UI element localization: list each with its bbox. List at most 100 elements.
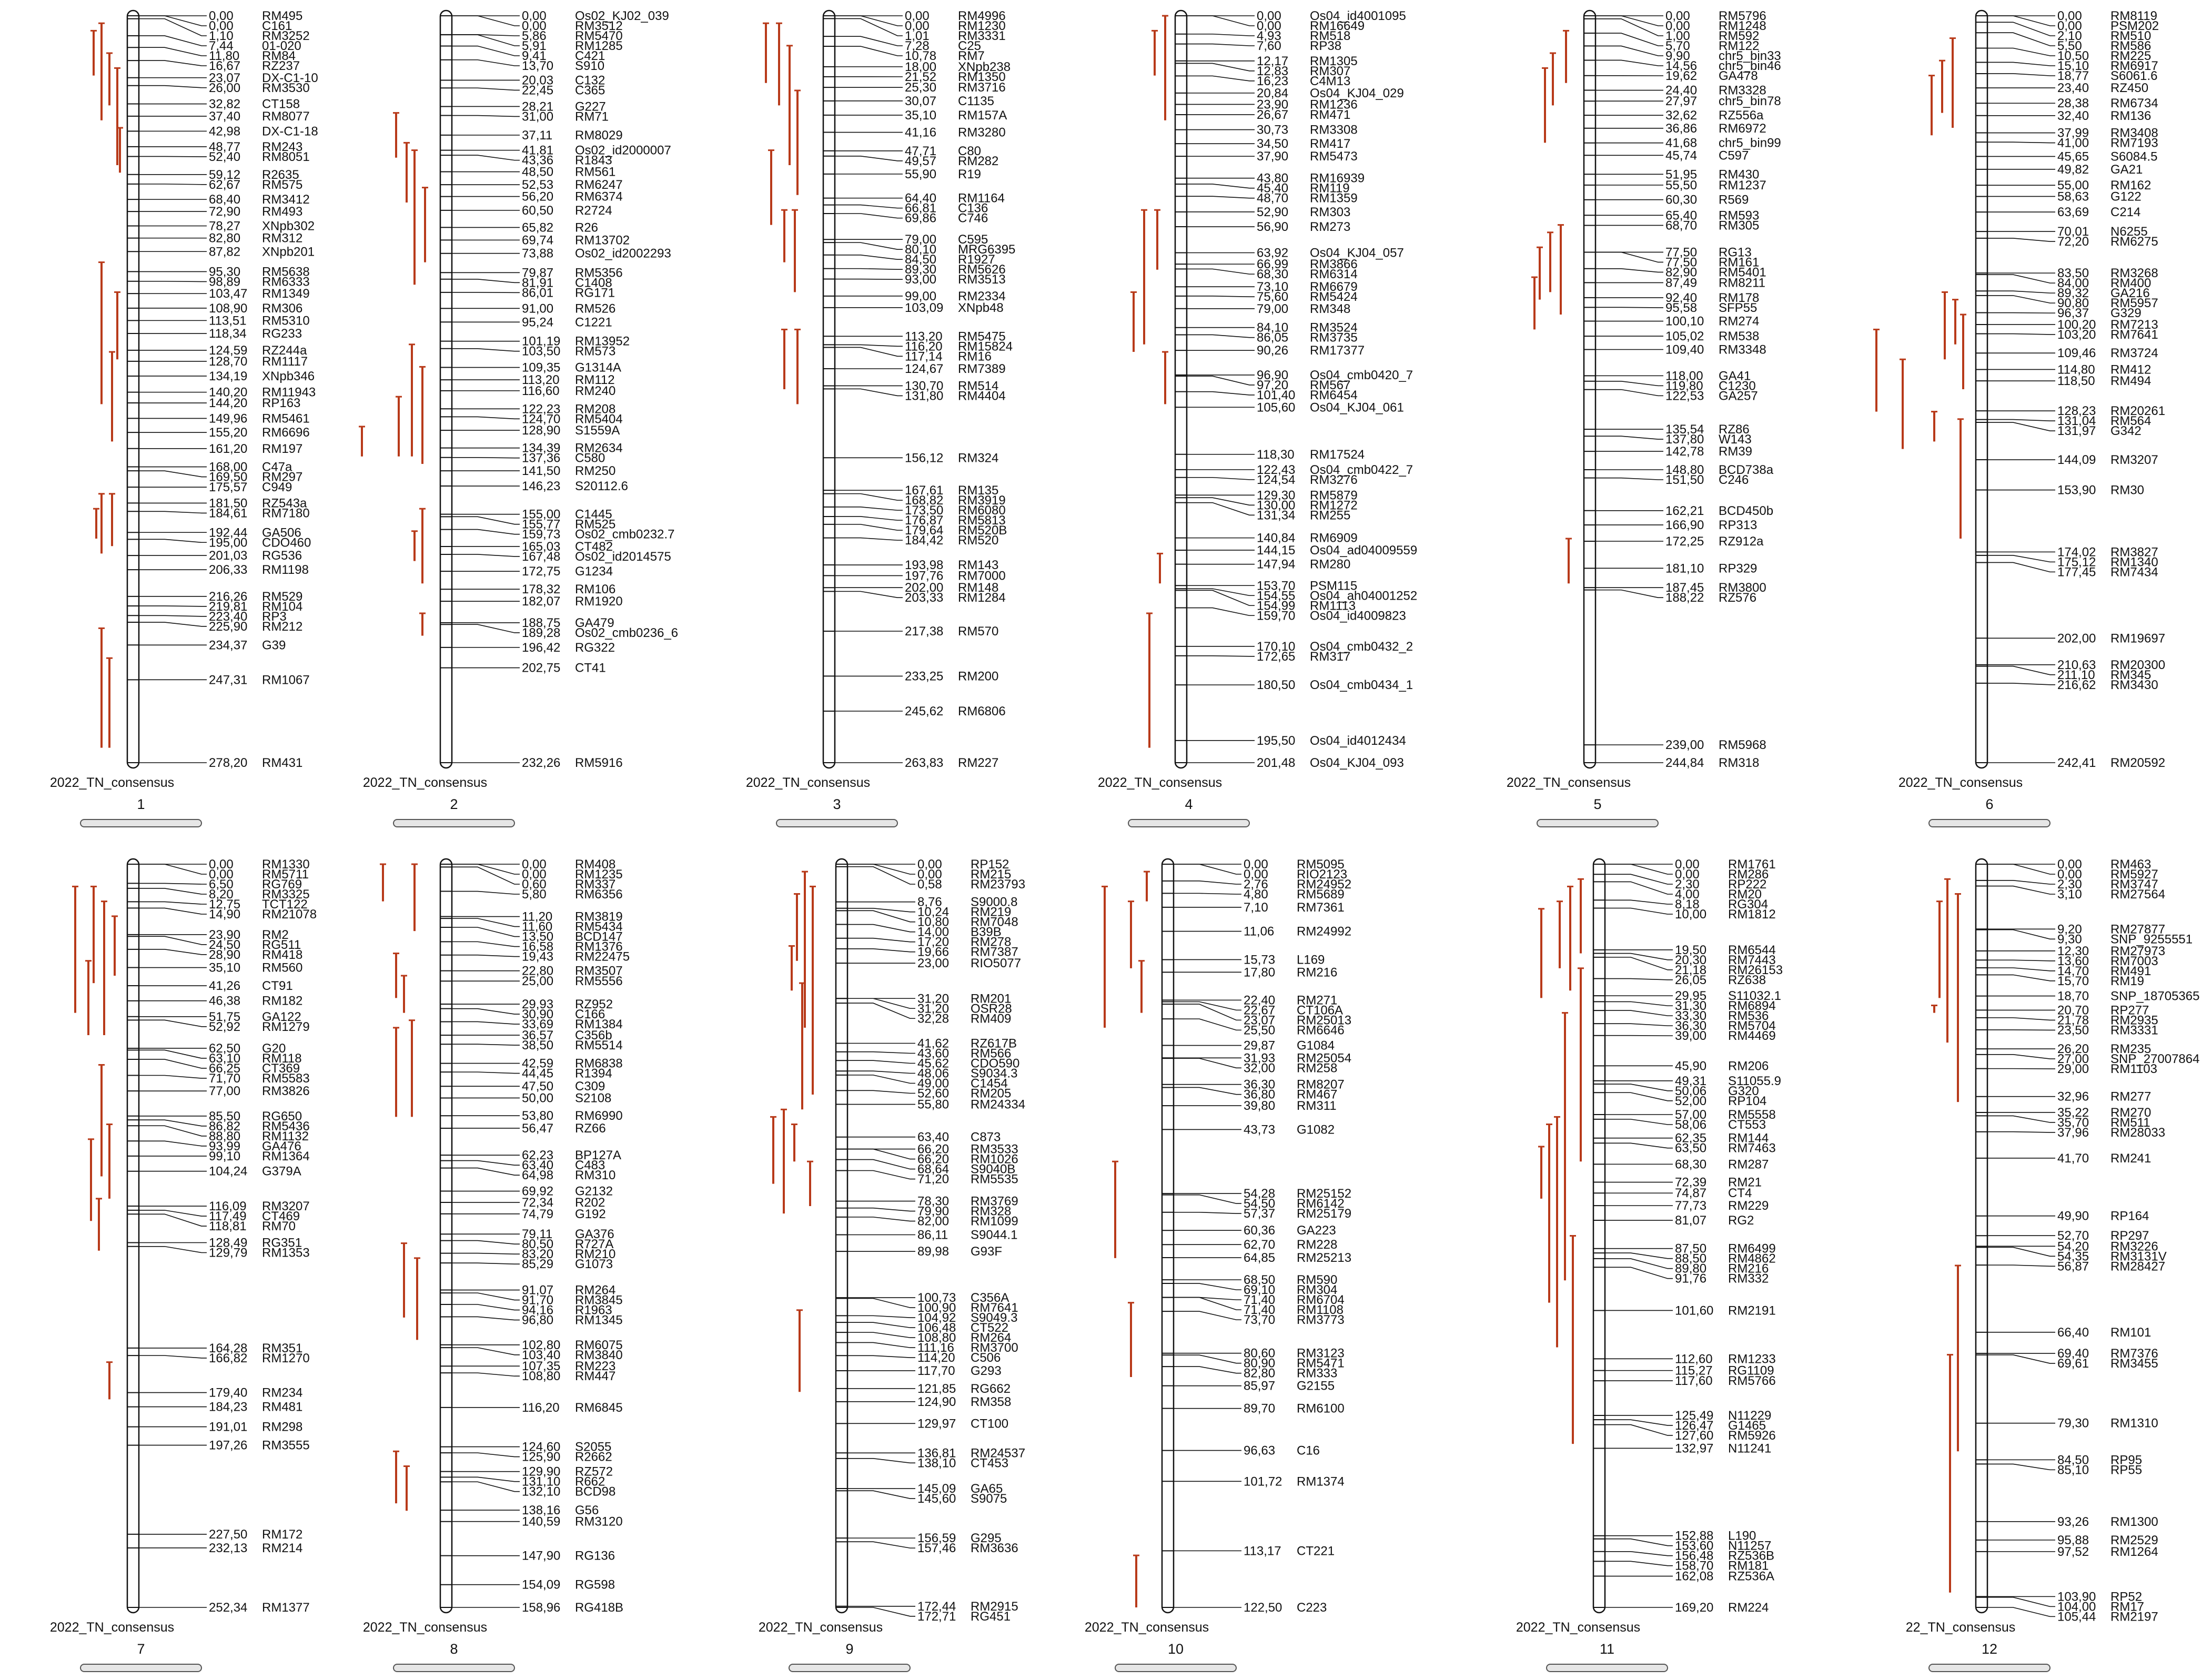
marker-position: 45,74	[1665, 148, 1697, 163]
marker-name: RM5704	[1728, 1019, 1776, 1033]
marker-name: RM28033	[2110, 1126, 2165, 1140]
marker-name: RM536	[1728, 1009, 1769, 1023]
marker-name: RM21	[1728, 1176, 1762, 1190]
marker-connector	[1987, 1354, 2055, 1364]
marker-position: 278,20	[209, 756, 247, 770]
marker-position: 103,09	[905, 301, 943, 315]
marker-name: OSR28	[971, 1001, 1012, 1016]
marker-position: 52,60	[917, 1087, 949, 1101]
marker-position: 35,10	[209, 961, 240, 975]
marker-position: 131,80	[905, 389, 943, 403]
marker-connector	[1605, 1084, 1673, 1091]
marker-name: RM573	[575, 345, 615, 359]
marker-position: 0,00	[522, 857, 547, 872]
marker-position: 181,10	[1665, 561, 1704, 575]
marker-name: RM328	[971, 1205, 1011, 1219]
marker-name: RM264	[575, 1283, 615, 1298]
marker-position: 71,70	[209, 1071, 240, 1086]
marker-position: 56,90	[1257, 220, 1288, 234]
marker-position: 108,90	[209, 301, 247, 316]
marker-connector	[1987, 683, 2055, 685]
marker-connector	[1187, 296, 1255, 297]
marker-connector	[139, 1140, 207, 1147]
marker-name: S9000.8	[971, 895, 1017, 909]
marker-position: 73,88	[522, 247, 553, 261]
marker-name: G122	[2110, 189, 2142, 204]
marker-position: 142,78	[1665, 444, 1704, 459]
marker-name: RM216	[1728, 1262, 1769, 1276]
marker-position: 202,00	[905, 581, 943, 595]
marker-position: 73,10	[1257, 280, 1288, 294]
marker-position: 17,20	[917, 935, 949, 949]
marker-position: 14,00	[917, 925, 949, 939]
marker-position: 202,75	[522, 661, 560, 675]
marker-name: C1221	[575, 315, 612, 329]
marker-name: RM6679	[1310, 280, 1358, 294]
marker-position: 77,50	[1665, 255, 1697, 269]
marker-name: RM6142	[1297, 1197, 1345, 1211]
marker-name: Os04_id4012434	[1310, 734, 1406, 748]
marker-connector	[452, 1476, 520, 1482]
marker-name: Os04_cmb0420_7	[1310, 368, 1413, 382]
marker-name: RM3769	[971, 1195, 1018, 1209]
marker-name: G1234	[575, 564, 613, 579]
marker-name: RM1300	[2110, 1515, 2158, 1529]
marker-name: RM3555	[262, 1439, 310, 1453]
marker-name: RM13702	[575, 233, 630, 247]
marker-connector	[139, 60, 207, 66]
marker-position: 80,90	[1244, 1357, 1275, 1371]
marker-position: 80,10	[905, 242, 936, 257]
marker-position: 145,09	[917, 1482, 956, 1496]
marker-name: RM6333	[262, 275, 310, 289]
marker-position: 87,49	[1665, 276, 1697, 290]
marker-name: RM3325	[262, 887, 310, 902]
marker-connector	[1605, 1010, 1673, 1016]
marker-position: 48,50	[522, 165, 553, 179]
marker-position: 28,21	[522, 99, 553, 114]
marker-name: RP277	[2110, 1003, 2149, 1017]
marker-name: SNP_9255551	[2110, 932, 2193, 946]
marker-connector	[847, 1332, 915, 1338]
marker-name: RM26153	[1728, 963, 1783, 977]
marker-connector	[1174, 1366, 1241, 1374]
marker-connector	[139, 936, 207, 945]
marker-name: RM19697	[2110, 631, 2165, 645]
marker-name: RM7641	[971, 1301, 1018, 1315]
marker-name: G39	[262, 638, 286, 652]
marker-name: R1394	[575, 1067, 612, 1081]
marker-name: RM481	[262, 1400, 302, 1414]
marker-position: 128,23	[2057, 404, 2096, 418]
marker-connector	[847, 1148, 915, 1160]
marker-name: RM311	[1297, 1099, 1337, 1113]
marker-name: RM3636	[971, 1541, 1018, 1555]
marker-name: RM162	[2110, 178, 2151, 193]
marker-connector	[452, 516, 520, 525]
marker-position: 179,64	[905, 523, 943, 538]
marker-position: 125,49	[1675, 1409, 1713, 1423]
marker-name: RM312	[262, 231, 302, 246]
marker-name: RM412	[2110, 362, 2151, 377]
marker-name: RM84	[262, 49, 296, 63]
marker-name: RM5916	[575, 756, 623, 770]
marker-name: C949	[262, 480, 292, 494]
marker-position: 15,10	[2057, 59, 2089, 73]
marker-position: 69,92	[522, 1185, 553, 1199]
marker-position: 29,87	[1244, 1039, 1275, 1053]
marker-connector	[139, 883, 207, 885]
chromosome-1: 0,00 RM495 0,00 C161 1,10 RM3252 7,44 01-020 11,…	[50, 9, 318, 827]
marker-position: 157,46	[917, 1541, 956, 1555]
marker-position: 115,27	[1675, 1364, 1713, 1378]
marker-connector	[847, 948, 915, 953]
marker-position: 12,75	[209, 897, 240, 912]
marker-name: RM3716	[958, 80, 1006, 95]
marker-position: 69,40	[2057, 1347, 2089, 1361]
marker-connector	[1987, 1264, 2055, 1267]
marker-name: RM6275	[2110, 235, 2158, 249]
marker-name: RM5813	[958, 513, 1006, 528]
marker-name: RM431	[262, 756, 302, 770]
marker-connector	[847, 937, 915, 943]
marker-position: 195,50	[1257, 734, 1295, 748]
marker-connector	[1987, 1017, 2055, 1021]
marker-position: 49,57	[905, 154, 936, 168]
marker-position: 33,30	[1675, 1009, 1706, 1023]
